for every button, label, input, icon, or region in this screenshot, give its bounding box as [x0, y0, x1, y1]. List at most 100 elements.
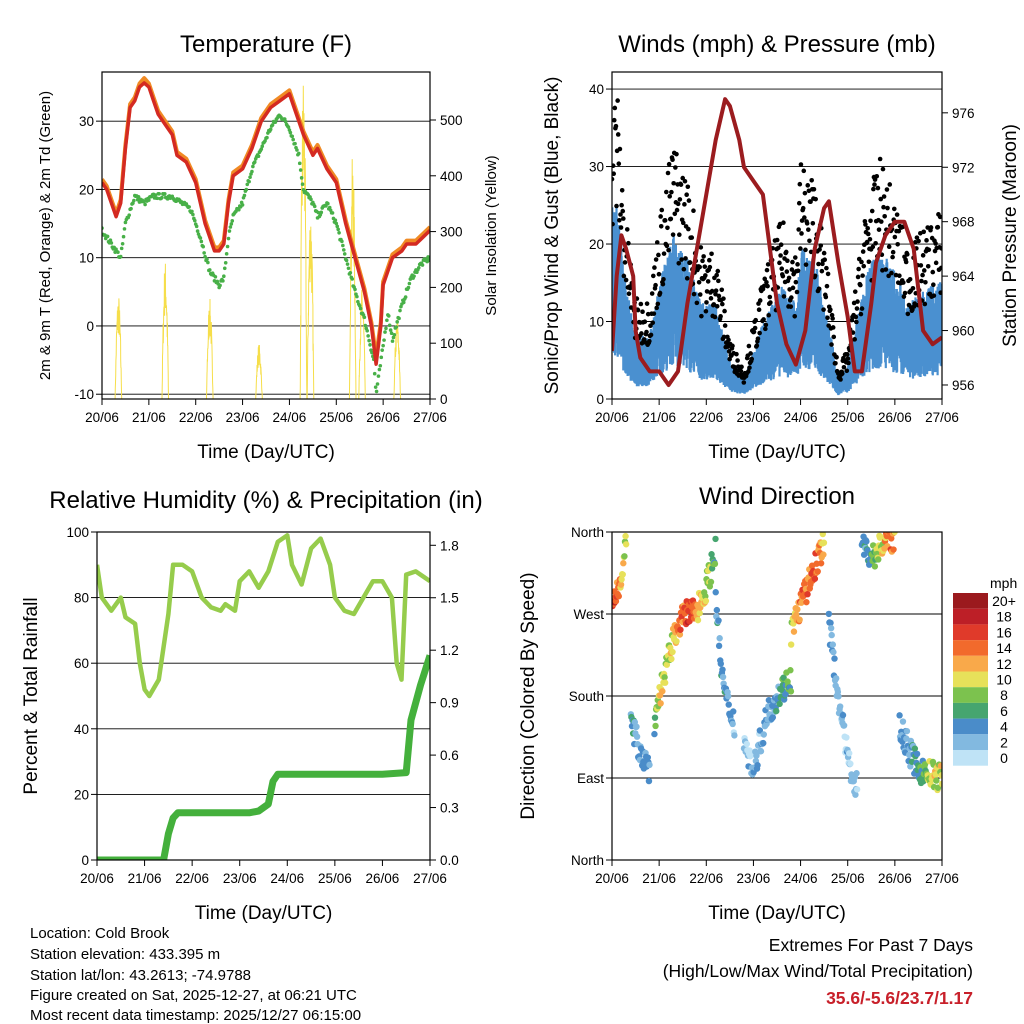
chart-panel-3: Relative Humidity (%) & Precipitation (i…	[21, 487, 483, 924]
legend-label: 20+	[992, 593, 1016, 609]
gust-point	[808, 199, 813, 204]
x-tick-label: 23/06	[226, 410, 260, 425]
gust-point	[650, 273, 656, 279]
gust-point	[642, 319, 648, 325]
gust-point	[884, 187, 890, 192]
wind-direction-point	[719, 673, 727, 681]
legend-swatch	[953, 608, 988, 625]
chart-panel-4: Wind Direction North East South West North 20/…	[518, 483, 1017, 924]
wind-direction-point	[843, 734, 850, 741]
gust-point	[711, 302, 717, 307]
wind-direction-point	[836, 703, 844, 710]
solar-insolation-line	[102, 85, 430, 399]
dewpoint-point	[118, 254, 123, 259]
y-right-tick-label: 976	[952, 106, 975, 121]
gust-point	[659, 207, 665, 213]
dewpoint-point	[203, 254, 207, 259]
gust-point	[802, 190, 808, 196]
x-tick-label: 25/06	[318, 871, 352, 886]
y-tick-label: South	[569, 689, 604, 704]
gust-point	[829, 342, 834, 347]
gust-point	[664, 243, 670, 249]
gust-point	[668, 216, 674, 222]
gust-point	[776, 245, 781, 251]
gust-point	[700, 258, 705, 264]
legend-label: 2	[1000, 734, 1008, 750]
wind-direction-point	[659, 688, 666, 695]
y-right-tick-label: 0.9	[440, 696, 459, 711]
gust-point	[708, 296, 714, 301]
gust-point	[828, 307, 833, 312]
gust-point	[714, 272, 719, 278]
gust-point	[802, 215, 807, 220]
y-right-tick-label: 956	[952, 378, 975, 393]
gust-point	[890, 249, 896, 255]
dewpoint-point	[240, 203, 245, 207]
dewpoint-point	[225, 244, 230, 249]
gust-point	[709, 288, 715, 294]
gust-point	[763, 326, 768, 332]
gust-point	[806, 227, 811, 232]
gust-point	[781, 294, 787, 299]
gust-point	[757, 298, 763, 303]
x-axis-label: Time (Day/UTC)	[708, 903, 846, 924]
wind-direction-point	[913, 750, 921, 758]
dewpoint-point	[105, 234, 110, 239]
dewpoint-point	[248, 175, 252, 180]
gust-point	[905, 252, 910, 257]
gust-point	[762, 276, 768, 282]
x-tick-label: 27/06	[413, 871, 447, 886]
gust-point	[617, 217, 622, 223]
dewpoint-point	[353, 287, 357, 292]
gust-point	[881, 194, 887, 199]
dewpoint-point	[383, 330, 387, 334]
gust-point	[650, 320, 656, 326]
gust-point	[715, 268, 721, 274]
gust-point	[741, 380, 747, 385]
dewpoint-point	[283, 119, 288, 124]
x-tick-label: 20/06	[595, 871, 629, 886]
gust-point	[875, 185, 881, 191]
x-tick-label: 21/06	[642, 871, 676, 886]
gust-point	[902, 290, 908, 296]
dewpoint-point	[213, 275, 218, 279]
wind-direction-point	[622, 541, 630, 548]
gust-point	[756, 307, 762, 313]
wind-direction-point	[622, 532, 629, 540]
wind-direction-point	[903, 727, 911, 735]
wind-direction-point	[853, 786, 861, 793]
wind-direction-point	[719, 666, 726, 673]
x-tick-label: 26/06	[878, 871, 912, 886]
legend-swatch	[953, 655, 988, 672]
gust-point	[798, 246, 803, 251]
gust-point	[786, 275, 792, 281]
dewpoint-point	[120, 241, 125, 246]
gust-point	[785, 258, 790, 264]
gust-point	[790, 285, 796, 291]
dewpoint-point	[375, 382, 380, 386]
dewpoint-point	[187, 205, 191, 209]
gust-point	[720, 301, 725, 307]
dewpoint-point	[365, 328, 370, 333]
gust-point	[666, 247, 671, 253]
dewpoint-point	[394, 325, 399, 329]
gust-point	[678, 182, 684, 187]
dewpoint-point	[250, 169, 254, 174]
x-tick-label: 22/06	[179, 410, 213, 425]
gust-point	[855, 299, 860, 304]
dewpoint-point	[348, 270, 353, 275]
dewpoint-point	[374, 389, 379, 394]
y-right-tick-label: 972	[952, 160, 975, 175]
dewpoint-point	[350, 277, 355, 281]
gust-point	[920, 253, 926, 258]
y-right-tick-label: 1.5	[440, 591, 459, 606]
x-tick-label: 21/06	[128, 871, 162, 886]
gust-point	[809, 177, 814, 183]
dewpoint-point	[341, 243, 345, 248]
dewpoint-point	[190, 209, 194, 214]
gust-point	[901, 280, 906, 285]
wind-direction-point	[938, 772, 942, 779]
wind-direction-point	[618, 576, 625, 583]
gust-point	[622, 260, 628, 265]
dewpoint-point	[384, 326, 388, 331]
